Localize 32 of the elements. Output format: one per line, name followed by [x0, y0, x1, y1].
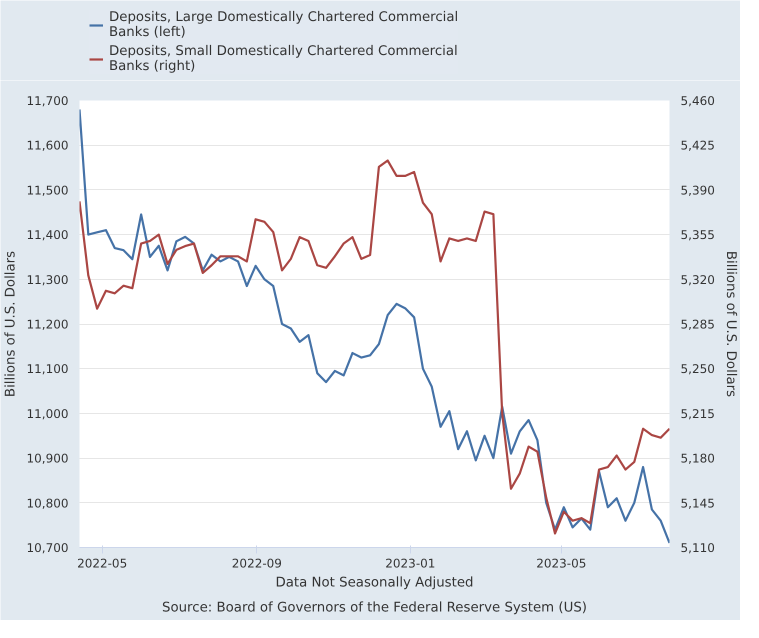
y-tick-label: 10,800: [26, 496, 69, 510]
y2-tick-label: 5,145: [680, 496, 715, 510]
y-tick-label: 11,700: [26, 94, 69, 108]
y-tick-label: 11,200: [26, 318, 69, 332]
legend-label: Deposits, Large Domestically Chartered Commercial Banks (left): [109, 10, 458, 40]
y-tick-label: 11,600: [26, 138, 69, 153]
x-tick-label: 2022-09: [232, 556, 282, 570]
y2-tick-label: 5,285: [680, 318, 715, 332]
source-note: Source: Board of Governors of the Federal Reserve System (US): [162, 600, 588, 616]
y2-tick-label: 5,215: [680, 406, 715, 421]
y-tick-label: 11,400: [26, 228, 69, 242]
y-tick-label: 11,300: [26, 272, 69, 287]
y-tick-label: 11,100: [26, 362, 69, 376]
y-tick-label: 10,700: [26, 541, 69, 555]
x-axis-title: Data Not Seasonally Adjusted: [275, 576, 474, 590]
y2-tick-label: 5,180: [680, 452, 715, 466]
y2-tick-label: 5,320: [680, 272, 715, 287]
y2-tick-label: 5,355: [680, 228, 715, 242]
y2-tick-label: 5,390: [680, 183, 715, 198]
legend-label: Deposits, Small Domestically Chartered Commercial Banks (right): [109, 44, 458, 74]
x-tick-label: 2022-05: [77, 556, 128, 570]
y2-tick-label: 5,460: [680, 94, 715, 108]
y2-axis-title: Billions of U.S. Dollars: [722, 250, 738, 398]
y-axis-title: Billions of U.S. Dollars: [4, 250, 19, 398]
y-tick-label: 11,000: [26, 406, 69, 421]
x-tick-label: 2023-01: [385, 556, 436, 570]
y2-tick-label: 5,250: [680, 362, 715, 376]
x-tick-label: 2023-05: [536, 556, 586, 570]
y2-tick-label: 5,425: [680, 138, 715, 153]
y-tick-label: 11,500: [26, 183, 69, 198]
y2-tick-label: 5,110: [680, 541, 715, 555]
y-tick-label: 10,900: [26, 452, 69, 466]
